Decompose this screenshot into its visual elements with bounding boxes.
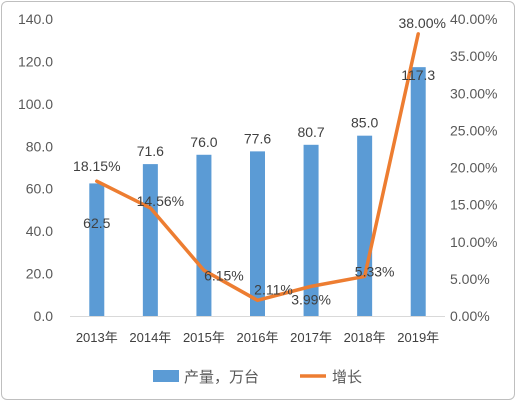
line-data-label: 3.99%: [291, 291, 331, 307]
line-data-label: 2.11%: [254, 281, 293, 297]
bar-series: [89, 67, 426, 316]
y-left-tick-label: 0.0: [34, 308, 54, 324]
bar-data-labels: 62.5 71.6 76.0 77.6 80.7 85.0 117.3: [83, 67, 435, 231]
y-left-tick-label: 120.0: [18, 53, 53, 69]
x-tick-label: 2013年: [76, 330, 118, 345]
x-tick-label: 2016年: [237, 330, 279, 345]
bar-data-label: 117.3: [401, 67, 435, 83]
x-tick-label: 2018年: [344, 330, 386, 345]
bar-data-label: 77.6: [244, 130, 271, 146]
legend-line-label: 增长: [332, 369, 362, 386]
y-left-tick-label: 20.0: [26, 266, 53, 282]
bar-data-label: 76.0: [190, 134, 217, 150]
y-right-tick-label: 25.00%: [450, 122, 497, 138]
line-data-labels: 18.15% 14.56% 6.15% 2.11%3.99% 5.33% 38.00%: [73, 15, 446, 308]
y-right-tick-label: 40.00%: [450, 11, 497, 27]
legend-bar-label: 产量，万台: [184, 369, 259, 386]
bar: [196, 154, 212, 316]
y-axis-left: 0.0 20.0 40.0 60.0 80.0 100.0 120.0 140.0: [18, 11, 53, 324]
y-right-tick-label: 0.00%: [450, 308, 490, 324]
line-data-label: 5.33%: [355, 263, 395, 279]
bar: [142, 164, 158, 316]
y-left-tick-label: 40.0: [26, 223, 53, 239]
y-axis-right: 0.00% 5.00% 10.00% 15.00% 20.00% 25.00% 30.00%…: [450, 11, 497, 324]
y-right-tick-label: 35.00%: [450, 48, 497, 64]
bar: [89, 183, 105, 316]
x-axis: 2013年 2014年 2015年 2016年 2017年 2018年 2019年: [76, 330, 439, 345]
line-series: [95, 32, 420, 303]
y-right-tick-label: 20.00%: [450, 160, 497, 176]
bar: [250, 151, 265, 316]
x-tick-label: 2014年: [129, 330, 171, 345]
x-tick-label: 2019年: [397, 330, 439, 345]
y-right-tick-label: 10.00%: [450, 234, 497, 250]
bar-data-label: 62.5: [83, 215, 110, 231]
bar-data-label: 80.7: [297, 124, 324, 140]
bar: [303, 144, 319, 316]
y-left-tick-label: 80.0: [26, 138, 53, 154]
line-data-label: 38.00%: [398, 15, 445, 31]
y-right-tick-label: 5.00%: [450, 271, 490, 287]
bar-data-label: 85.0: [351, 115, 378, 131]
y-left-tick-label: 60.0: [26, 181, 53, 197]
y-right-tick-label: 15.00%: [450, 197, 497, 213]
y-right-tick-label: 30.00%: [450, 85, 497, 101]
bar: [357, 135, 373, 316]
line-data-label: 14.56%: [137, 193, 184, 209]
y-left-tick-label: 100.0: [18, 96, 53, 112]
y-left-tick-label: 140.0: [18, 11, 53, 27]
legend-bar-swatch: [153, 370, 179, 382]
bar-data-label: 71.6: [137, 143, 164, 159]
line-data-label: 18.15%: [73, 158, 120, 174]
x-tick-label: 2015年: [183, 330, 225, 345]
x-tick-label: 2017年: [290, 330, 332, 345]
bar: [410, 67, 426, 316]
line-data-label: 6.15%: [204, 267, 244, 283]
legend: 产量，万台 增长: [153, 369, 362, 386]
